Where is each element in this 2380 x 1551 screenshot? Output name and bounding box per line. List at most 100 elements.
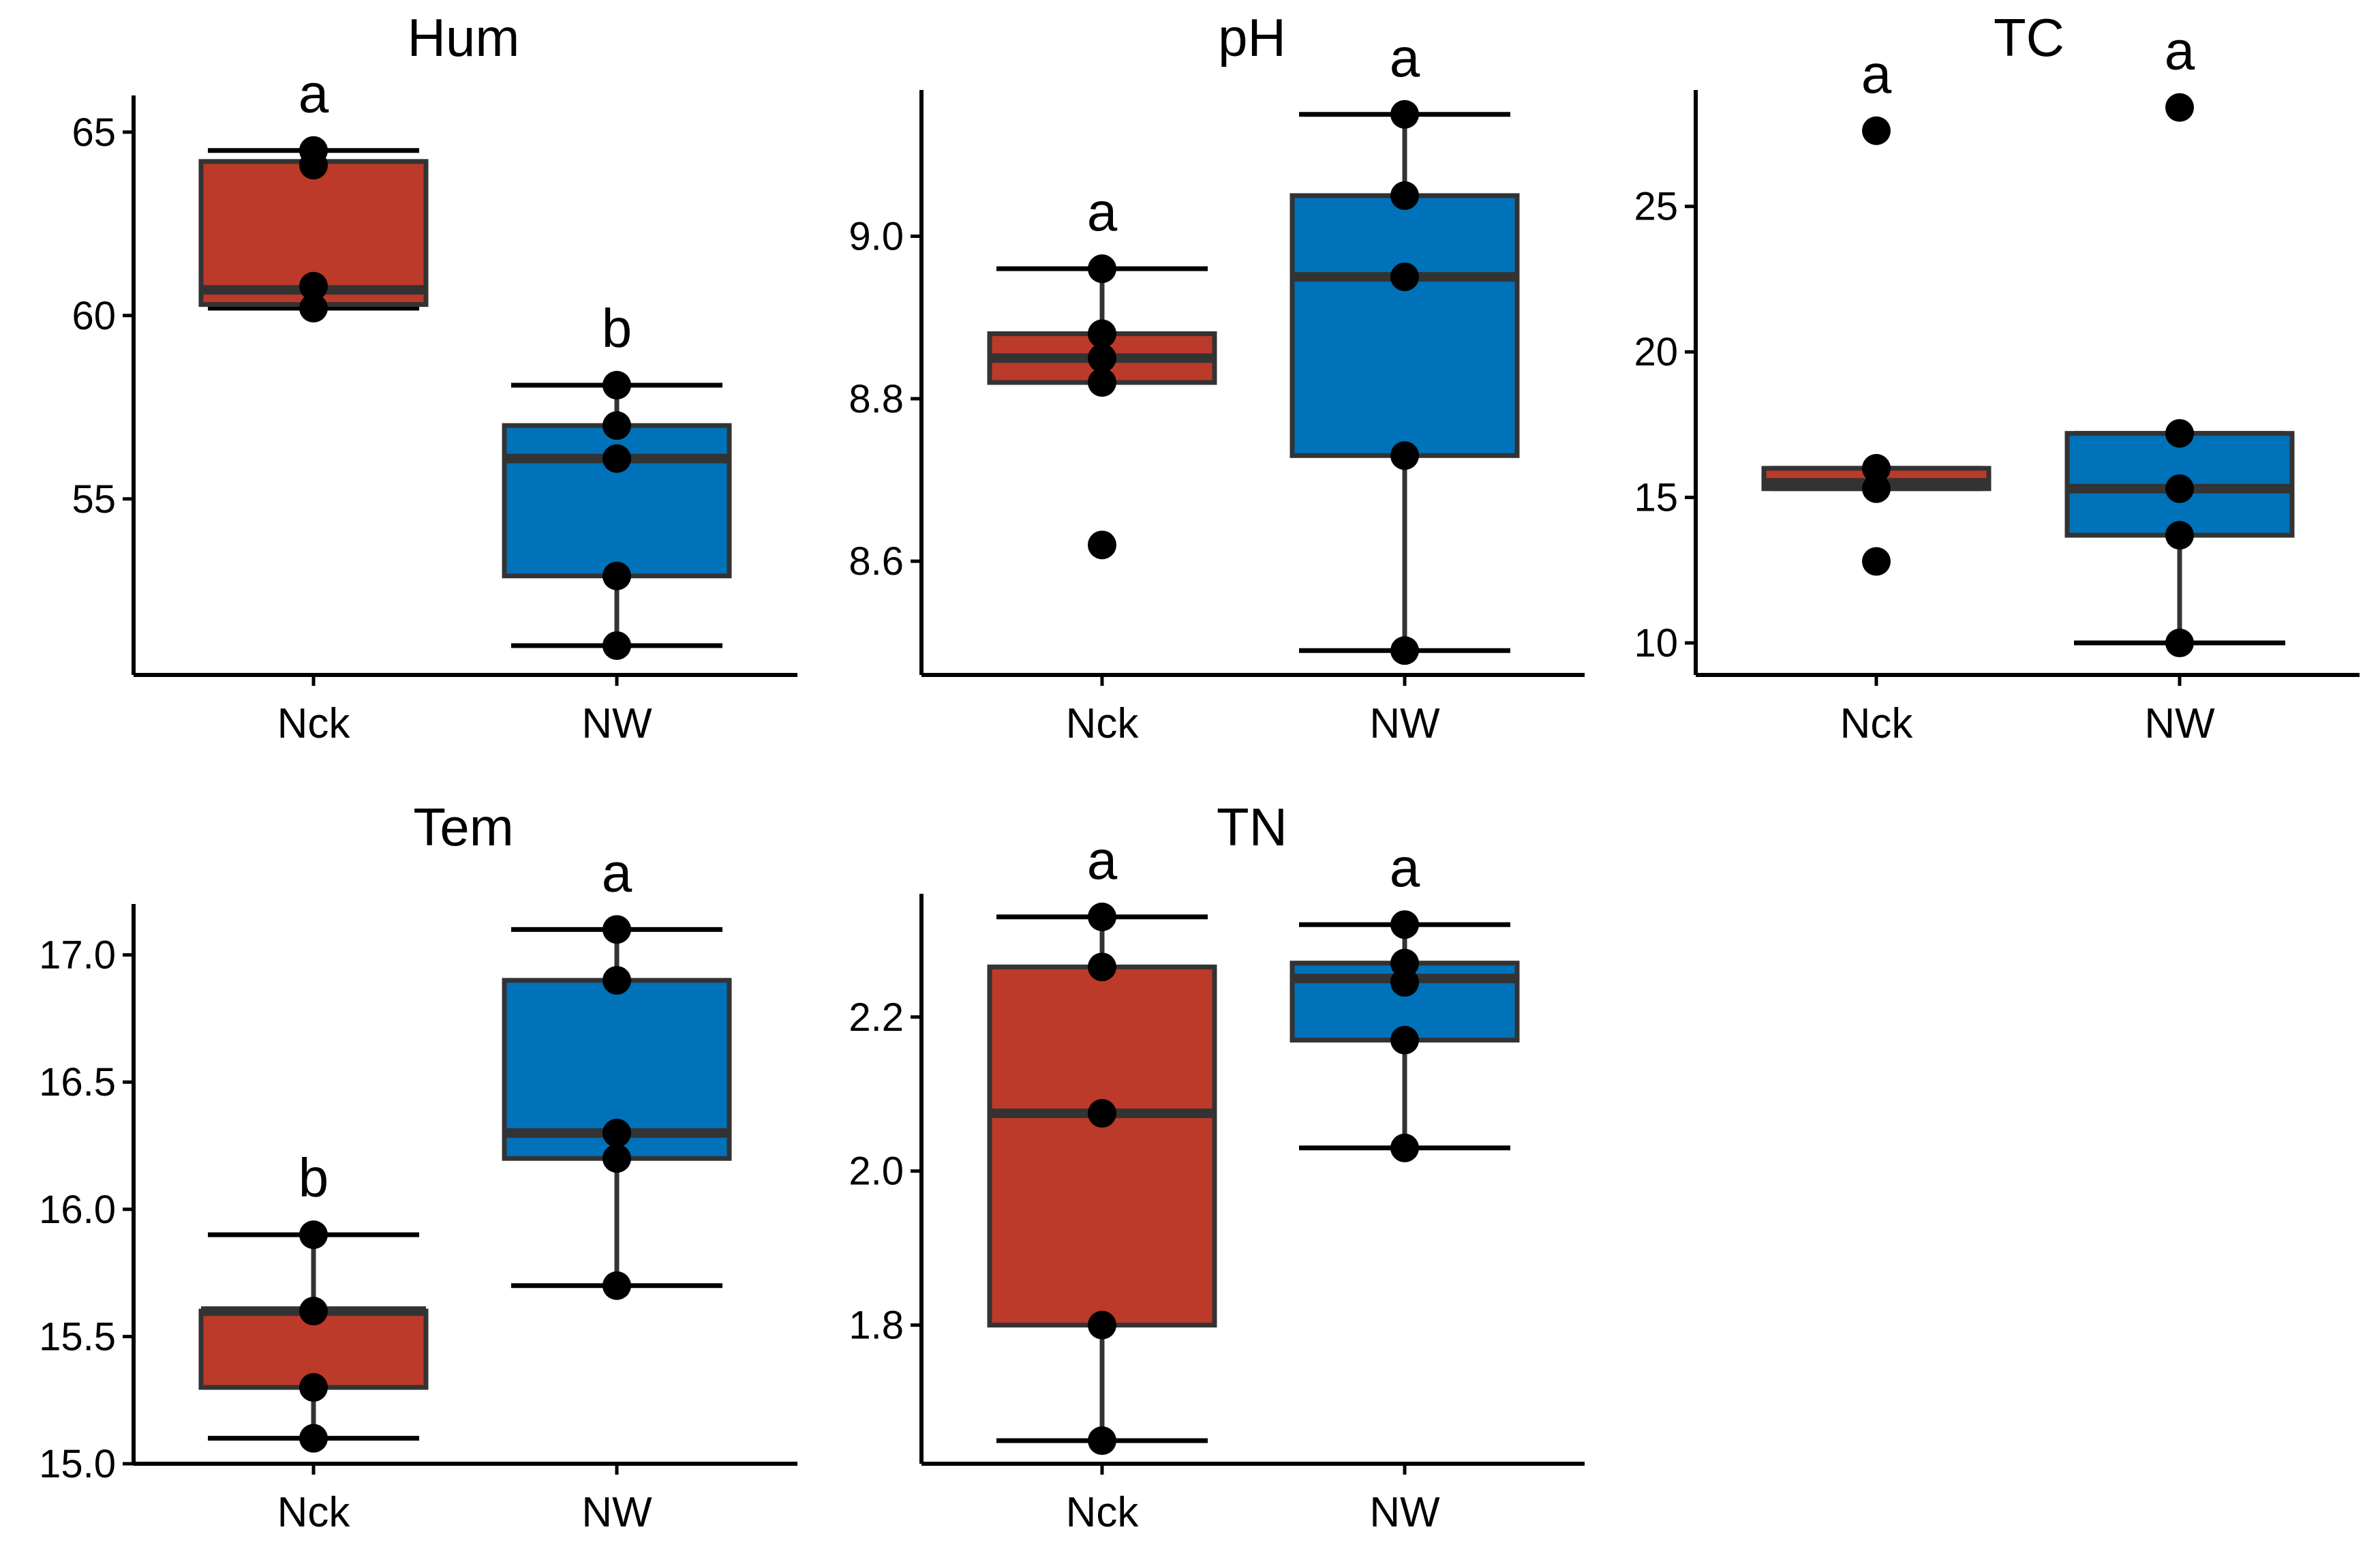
tc-y-tick-label: 25	[1634, 185, 1678, 229]
tem-data-point	[299, 1220, 328, 1250]
ph-x-tick-label: NW	[1369, 700, 1440, 747]
ph-nw-group: a	[1290, 27, 1520, 665]
ph-data-point	[1390, 100, 1419, 129]
hum-y-tick-label: 55	[72, 477, 116, 522]
ph-data-point	[1390, 636, 1419, 665]
tc-y-tick-label: 15	[1634, 476, 1678, 520]
hum-box	[502, 423, 732, 579]
tn-data-point	[1390, 910, 1419, 939]
tn-panel-title: TN	[1217, 797, 1287, 857]
ph-panel-title: pH	[1218, 7, 1286, 67]
tem-nw-group: a	[502, 842, 732, 1300]
tem-y-tick-label: 17.0	[39, 933, 116, 978]
tem-data-point	[602, 965, 631, 995]
panel-hum: 55 60 65 Nck NW Hum a b	[72, 7, 797, 747]
tc-data-point	[1862, 116, 1891, 145]
tem-data-point	[299, 1297, 328, 1326]
hum-data-point	[602, 371, 631, 400]
hum-nw-group: b	[502, 298, 732, 660]
tem-significance-letter: b	[299, 1147, 329, 1208]
tc-data-point	[2165, 474, 2194, 503]
tn-data-point	[1088, 1098, 1116, 1128]
ph-data-point	[1088, 530, 1116, 560]
tc-data-point	[2165, 629, 2194, 658]
panel-tem: 15.0 15.5 16.0 16.5 17.0 Nck NW Tem b a	[39, 797, 797, 1536]
hum-y-tick-label: 65	[72, 110, 116, 155]
ph-data-point	[1088, 368, 1116, 397]
tc-x-tick-label: NW	[2144, 700, 2215, 747]
tem-y-tick-label: 16.5	[39, 1060, 116, 1104]
tc-panel-title: TC	[1994, 7, 2064, 67]
tn-x-tick-label: Nck	[1066, 1489, 1140, 1536]
ph-nck-group: a	[987, 181, 1217, 560]
tc-data-point	[1862, 547, 1891, 576]
tc-data-point	[1862, 453, 1891, 483]
ph-data-point	[1088, 319, 1116, 348]
tc-significance-letter: a	[1861, 44, 1892, 104]
hum-data-point	[299, 294, 328, 323]
tem-x-tick-label: Nck	[277, 1489, 351, 1536]
ph-significance-letter: a	[1087, 181, 1118, 242]
hum-significance-letter: b	[602, 298, 632, 359]
ph-data-point	[1390, 441, 1419, 470]
tc-y-tick-label: 20	[1634, 330, 1678, 374]
tem-significance-letter: a	[602, 842, 632, 903]
tc-x-tick-label: Nck	[1840, 700, 1914, 747]
hum-panel-title: Hum	[408, 7, 520, 67]
tn-significance-letter: a	[1087, 830, 1118, 890]
tc-nw-group: a	[2064, 20, 2295, 658]
tn-data-point	[1390, 1025, 1419, 1055]
tn-nck-group: a	[987, 830, 1217, 1456]
tn-data-point	[1390, 1133, 1419, 1162]
tn-y-tick-label: 1.8	[849, 1304, 904, 1348]
tn-y-tick-label: 2.2	[849, 995, 904, 1040]
tem-data-point	[602, 1271, 631, 1300]
tc-data-point	[1862, 474, 1891, 503]
tn-data-point	[1088, 952, 1116, 982]
tn-y-tick-label: 2.0	[849, 1149, 904, 1194]
hum-data-point	[602, 561, 631, 590]
ph-y-tick-label: 9.0	[849, 215, 904, 259]
tc-nck-group: a	[1761, 44, 1992, 576]
tem-y-tick-label: 15.0	[39, 1442, 116, 1486]
tc-data-point	[2165, 419, 2194, 448]
ph-data-point	[1088, 344, 1116, 373]
tem-x-tick-label: NW	[581, 1489, 652, 1536]
tn-data-point	[1390, 967, 1419, 997]
tem-panel-title: Tem	[413, 797, 513, 857]
ph-y-tick-label: 8.6	[849, 539, 904, 584]
ph-significance-letter: a	[1390, 27, 1420, 88]
ph-data-point	[1390, 262, 1419, 292]
tem-data-point	[602, 915, 631, 944]
tem-y-tick-label: 15.5	[39, 1314, 116, 1359]
ph-y-tick-label: 8.8	[849, 377, 904, 421]
ph-data-point	[1390, 181, 1419, 210]
panel-tn: 1.8 2.0 2.2 Nck NW TN a a	[849, 797, 1585, 1536]
panels: 55 60 65 Nck NW Hum a b 8.6 8.8 9.0 Nck NW pH a a 10 15 20…	[39, 7, 2360, 1536]
ph-x-tick-label: Nck	[1066, 700, 1140, 747]
tem-data-point	[299, 1424, 328, 1453]
hum-significance-letter: a	[299, 63, 329, 124]
hum-y-tick-label: 60	[72, 294, 116, 338]
hum-nck-group: a	[198, 63, 429, 323]
tn-significance-letter: a	[1390, 837, 1420, 898]
hum-data-point	[602, 411, 631, 440]
tc-data-point	[2165, 521, 2194, 550]
tc-significance-letter: a	[2165, 20, 2195, 81]
hum-data-point	[602, 444, 631, 473]
hum-x-tick-label: Nck	[277, 700, 351, 747]
tn-data-point	[1088, 1310, 1116, 1340]
tc-data-point	[2165, 93, 2194, 122]
hum-x-tick-label: NW	[581, 700, 652, 747]
hum-data-point	[299, 151, 328, 180]
panel-ph: 8.6 8.8 9.0 Nck NW pH a a	[849, 7, 1585, 747]
tem-data-point	[602, 1144, 631, 1173]
ph-box	[1290, 193, 1520, 458]
tem-y-tick-label: 16.0	[39, 1188, 116, 1232]
tc-y-tick-label: 10	[1634, 621, 1678, 665]
tn-data-point	[1088, 1426, 1116, 1456]
panel-tc: 10 15 20 25 Nck NW TC a a	[1634, 7, 2360, 747]
tem-data-point	[299, 1373, 328, 1402]
tn-data-point	[1088, 902, 1116, 931]
